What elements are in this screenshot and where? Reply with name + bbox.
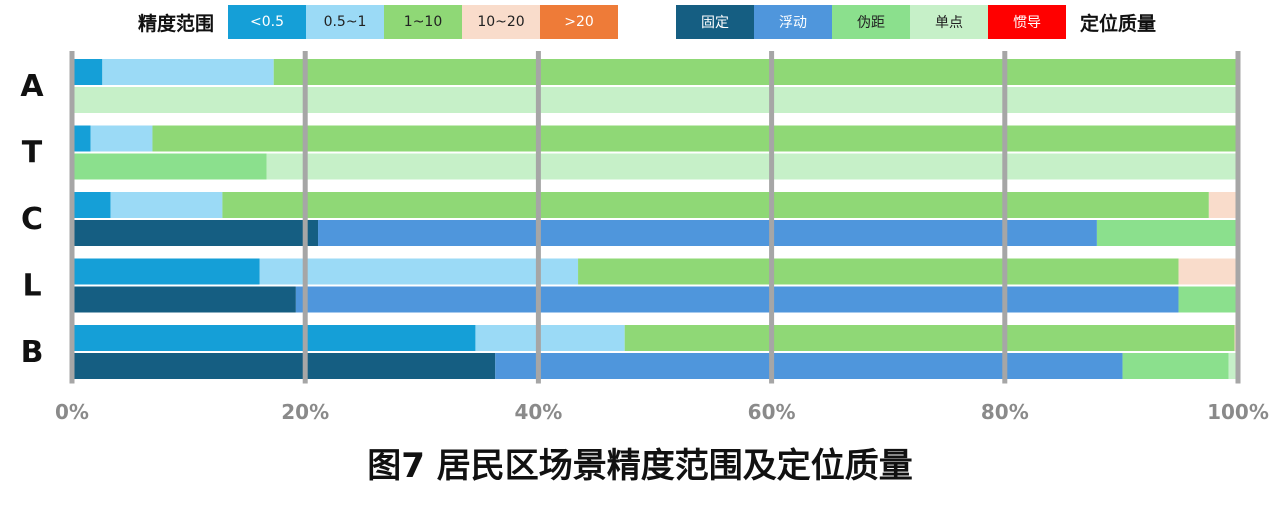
legend-accuracy-item: 0.5~1	[306, 5, 385, 39]
accuracy-bar-segment	[72, 325, 476, 351]
accuracy-bar-segment	[102, 59, 274, 85]
figure-caption: 图7 居民区场景精度范围及定位质量	[367, 446, 913, 486]
accuracy-bar-segment	[72, 258, 260, 285]
accuracy-bar-segment	[624, 325, 1235, 351]
quality-bar-segment	[495, 353, 1123, 379]
category-label: T	[22, 136, 43, 171]
quality-bar-segment	[72, 153, 267, 180]
accuracy-bar-segment	[259, 258, 579, 285]
quality-bar-segment	[318, 220, 1097, 246]
legend-accuracy-item: <0.5	[228, 5, 307, 39]
accuracy-bar-segment	[475, 325, 625, 351]
quality-bar-segment	[1122, 353, 1229, 379]
accuracy-bar-segment	[72, 192, 111, 218]
legend-quality-item: 浮动	[754, 5, 832, 39]
quality-bar-segment	[72, 220, 319, 246]
category-label: B	[21, 335, 44, 370]
x-tick-label: 80%	[981, 400, 1029, 424]
quality-bar-segment	[1228, 353, 1238, 379]
quality-bar-segment	[72, 286, 296, 313]
category-label: C	[21, 202, 43, 237]
accuracy-bar-segment	[222, 192, 1209, 218]
legend-accuracy-title: 精度范围	[138, 12, 215, 35]
category-label: A	[20, 69, 44, 104]
legend-accuracy-item: 10~20	[462, 5, 541, 39]
quality-bar-segment	[1096, 220, 1238, 246]
accuracy-bar-segment	[90, 125, 153, 152]
x-tick-label: 100%	[1207, 400, 1269, 424]
legend-accuracy: 精度范围 <0.5 0.5~1 1~10 10~20 >20	[138, 4, 619, 40]
quality-bar-segment	[72, 353, 496, 379]
accuracy-bar-segment	[273, 59, 1238, 85]
quality-bar-segment	[1178, 286, 1238, 313]
accuracy-bar-segment	[152, 125, 1237, 152]
legend-quality-item: 伪距	[832, 5, 910, 39]
accuracy-bar-segment	[110, 192, 223, 218]
legend-quality-item: 惯导	[988, 5, 1066, 39]
accuracy-bar-segment	[72, 59, 103, 85]
x-tick-label: 40%	[514, 400, 562, 424]
legend-quality-title: 定位质量	[1080, 12, 1157, 35]
accuracy-bar-segment	[578, 258, 1179, 285]
quality-bar-segment	[72, 87, 1238, 113]
x-tick-label: 20%	[281, 400, 329, 424]
legend-accuracy-item: >20	[540, 5, 619, 39]
accuracy-bar-segment	[1178, 258, 1238, 285]
category-label: L	[22, 269, 41, 304]
legend-quality: 固定 浮动 伪距 单点 惯导 定位质量	[676, 4, 1156, 40]
legend-quality-item: 单点	[910, 5, 988, 39]
x-tick-label: 0%	[55, 400, 89, 424]
accuracy-bar-segment	[1208, 192, 1238, 218]
quality-bar-segment	[266, 153, 1238, 180]
accuracy-bar-segment	[72, 125, 91, 152]
legend-accuracy-item: 1~10	[384, 5, 463, 39]
legend-quality-item: 固定	[676, 5, 754, 39]
quality-bar-segment	[295, 286, 1179, 313]
x-tick-label: 60%	[748, 400, 796, 424]
